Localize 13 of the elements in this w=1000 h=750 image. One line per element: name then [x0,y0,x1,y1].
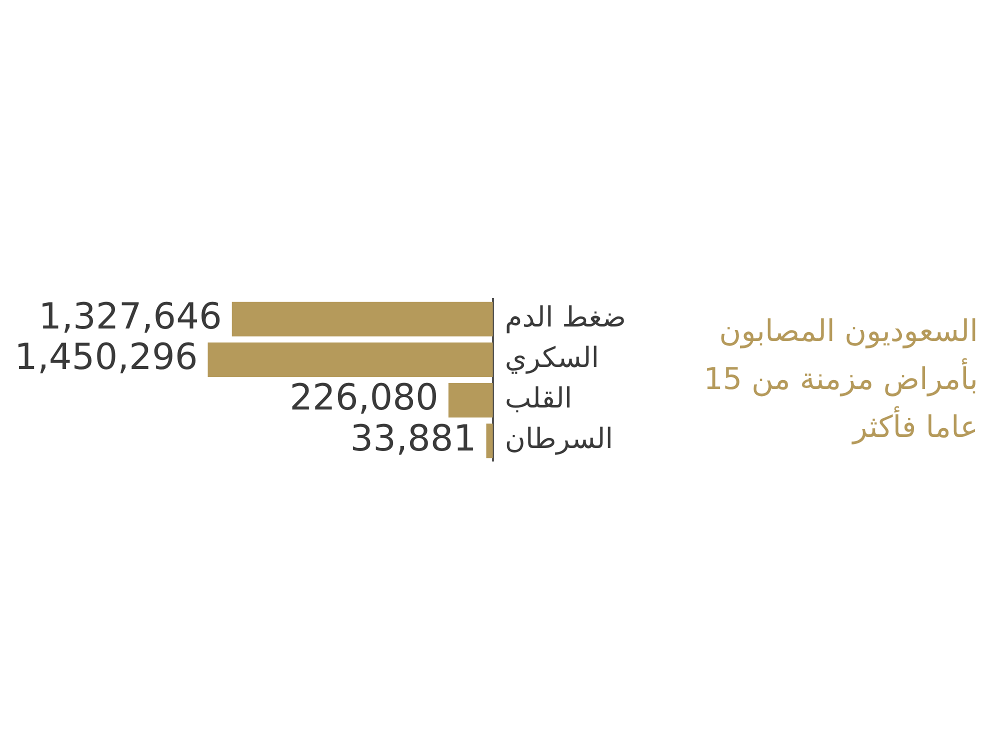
bar [448,383,493,418]
data-label: 1,450,296 [14,337,198,378]
text: السعوديون المصابون بأمراض مزمنة من 15 عاما فأكثر [702,313,978,447]
y-tick-label: السكري [504,340,600,374]
data-label: 33,881 [350,418,476,460]
bar [232,302,493,336]
data-label: 226,080 [290,378,438,419]
bar [486,424,493,458]
bar [208,342,493,377]
data-label: 1,327,646 [38,296,222,338]
y-tick-label: القلب [504,382,572,415]
y-tick-label: ضغط الدم [504,300,626,334]
y-tick-label: السرطان [504,422,614,456]
